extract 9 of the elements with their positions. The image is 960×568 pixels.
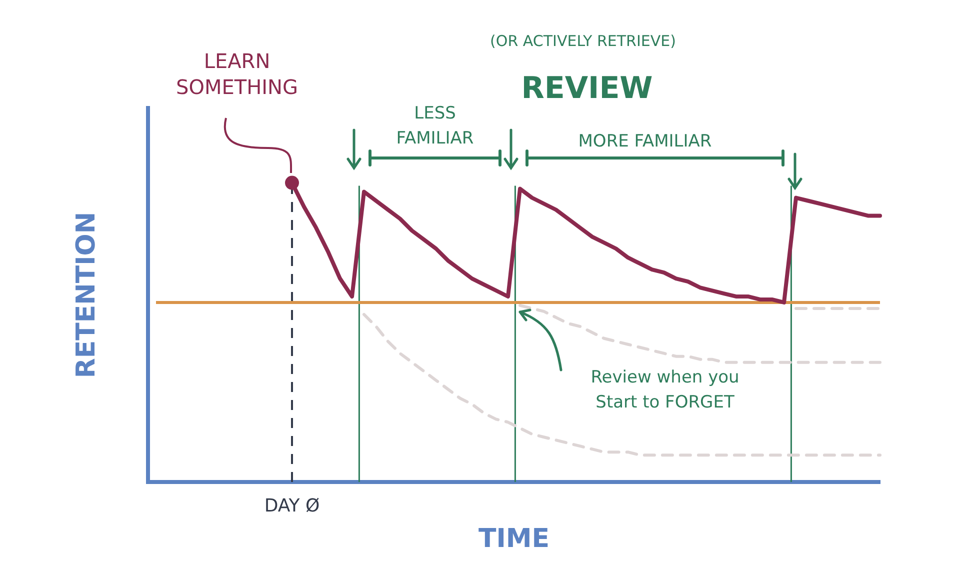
text: (OR ACTIVELY RETRIEVE) [490, 32, 676, 50]
y-axis-title: RETENTION [71, 212, 102, 378]
text: LESS FAMILIAR [396, 103, 474, 148]
annotation: Review when you Start to FORGET [590, 367, 740, 412]
text: LEARN SOMETHING [176, 49, 298, 100]
x-axis-title: TIME [478, 524, 550, 554]
text: DAY Ø [264, 496, 320, 517]
text: MORE FAMILIAR [578, 131, 712, 152]
text: REVIEW [521, 70, 653, 106]
